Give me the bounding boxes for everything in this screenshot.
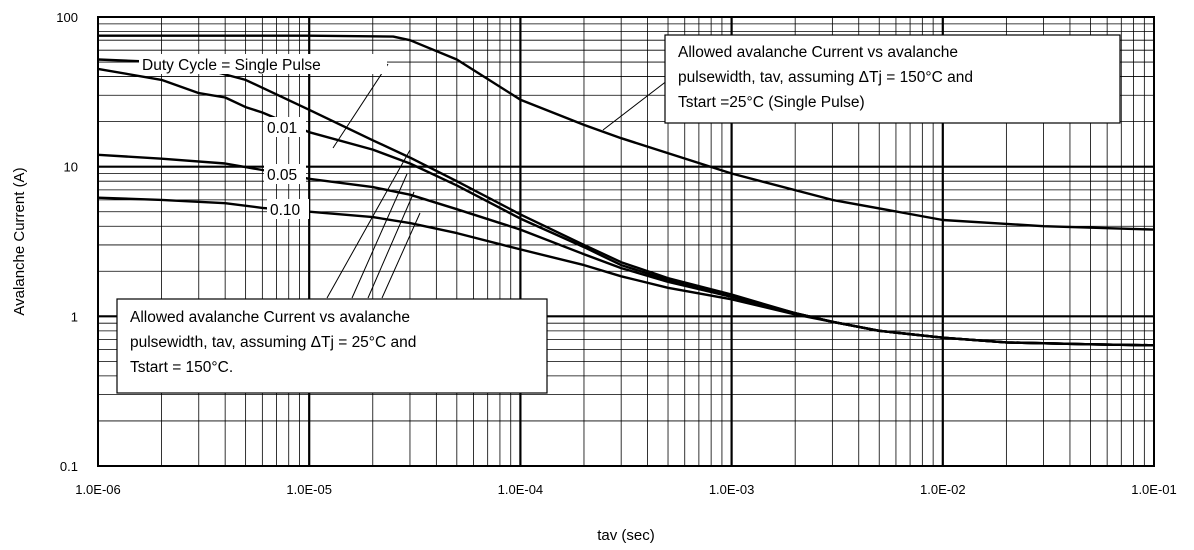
- leader-bottom-box-3: [367, 191, 415, 299]
- duty-label-005-text: 0.05: [267, 167, 297, 184]
- leader-single-pulse-label: [332, 63, 389, 149]
- annotation-box-tstart-150: Allowed avalanche Current vs avalanche p…: [116, 298, 548, 394]
- x-tick-label: 1.0E-01: [1131, 482, 1177, 497]
- x-tick-label: 1.0E-02: [920, 482, 966, 497]
- duty-label-single-pulse: Duty Cycle = Single Pulse: [139, 54, 387, 74]
- leader-top-box: [602, 76, 673, 131]
- y-tick-label: 10: [64, 160, 78, 175]
- minor-grid: [98, 17, 1154, 466]
- y-tick-label: 0.1: [60, 459, 78, 474]
- leader-lines: [326, 63, 673, 299]
- y-tick-label: 1: [71, 309, 78, 324]
- plot-frame: [97, 16, 1155, 467]
- x-tick-label: 1.0E-04: [498, 482, 544, 497]
- annotation-top-line-3: Tstart =25°C (Single Pulse): [678, 94, 865, 111]
- annotation-bottom-line-3: Tstart = 150°C.: [130, 359, 233, 376]
- leader-bottom-box-4: [381, 212, 421, 299]
- duty-label-010: 0.10: [267, 199, 309, 219]
- annotation-top-line-1: Allowed avalanche Current vs avalanche: [678, 44, 958, 61]
- curve-series-0: [98, 34, 1155, 231]
- duty-label-single-pulse-text: Duty Cycle = Single Pulse: [142, 57, 321, 74]
- duty-label-005: 0.05: [264, 164, 306, 184]
- duty-label-010-text: 0.10: [270, 202, 301, 219]
- y-tick-labels: 0.1 1 10 100: [56, 10, 78, 474]
- y-tick-label: 100: [56, 10, 78, 25]
- y-axis-title: Avalanche Current (A): [11, 167, 28, 315]
- x-tick-label: 1.0E-06: [75, 482, 121, 497]
- annotation-bottom-line-2: pulsewidth, tav, assuming ΔTj = 25°C and: [130, 334, 416, 351]
- annotation-box-single-pulse: Allowed avalanche Current vs avalanche p…: [664, 34, 1121, 124]
- annotation-top-line-2: pulsewidth, tav, assuming ΔTj = 150°C an…: [678, 69, 973, 86]
- duty-label-001: 0.01: [264, 117, 306, 137]
- leader-bottom-box-2: [351, 173, 408, 299]
- annotation-bottom-line-1: Allowed avalanche Current vs avalanche: [130, 309, 410, 326]
- x-tick-label: 1.0E-03: [709, 482, 755, 497]
- x-tick-labels: 1.0E-06 1.0E-05 1.0E-04 1.0E-03 1.0E-02 1.0E-…: [75, 482, 1177, 497]
- x-tick-label: 1.0E-05: [286, 482, 332, 497]
- leader-bottom-box-1: [326, 149, 411, 299]
- duty-label-001-text: 0.01: [267, 120, 297, 137]
- x-axis-title: tav (sec): [597, 527, 655, 544]
